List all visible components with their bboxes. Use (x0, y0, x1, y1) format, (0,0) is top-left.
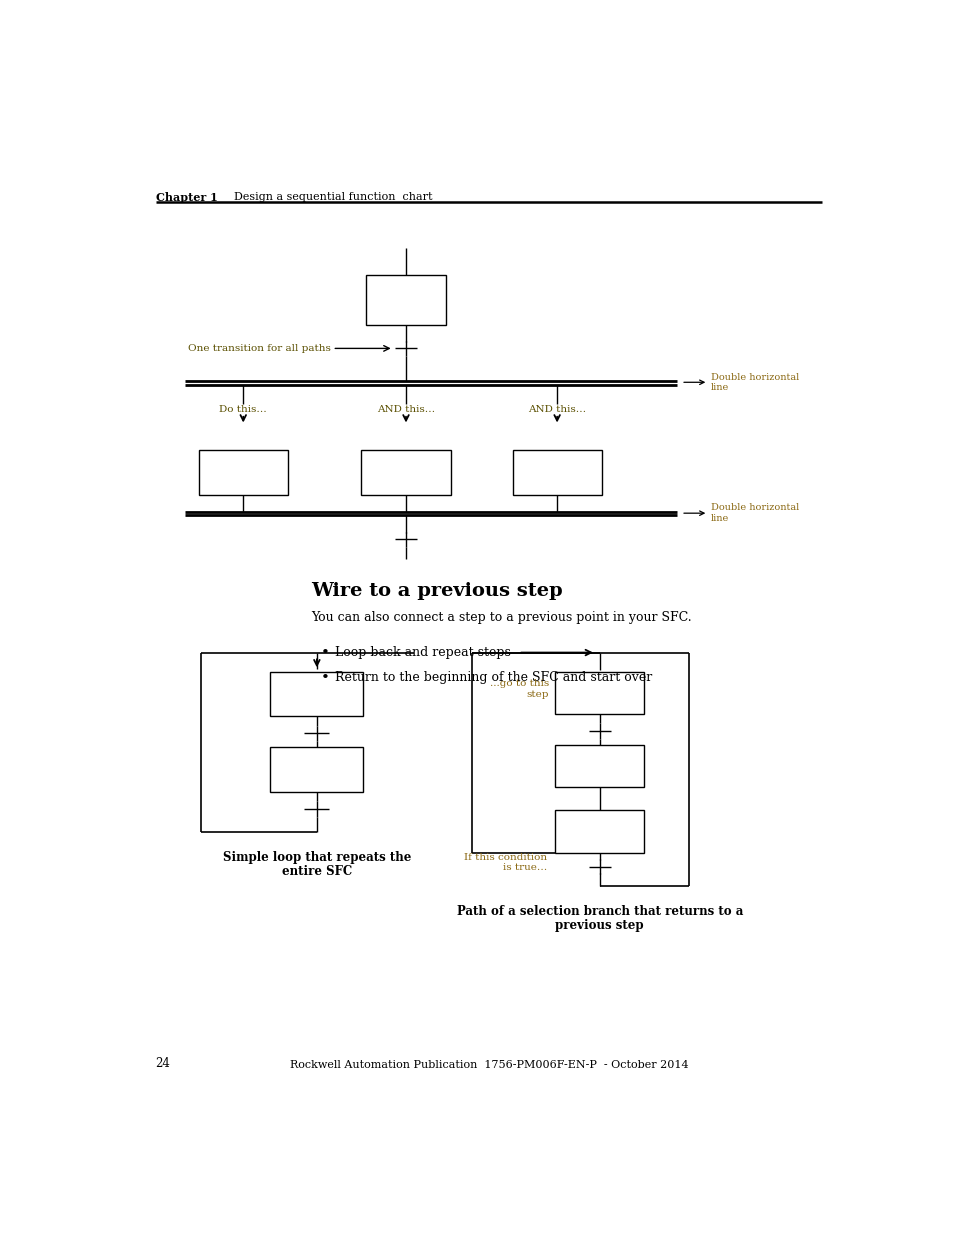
Text: previous step: previous step (555, 919, 643, 932)
Bar (270, 747, 363, 792)
Text: Chapter 1: Chapter 1 (155, 193, 217, 203)
Bar (555, 745, 643, 787)
Text: entire SFC: entire SFC (281, 864, 352, 878)
Text: Loop back and repeat steps: Loop back and repeat steps (335, 646, 510, 658)
Text: Design a sequential function  chart: Design a sequential function chart (233, 193, 432, 203)
Text: •: • (320, 646, 330, 659)
Bar (555, 672, 643, 714)
Text: Do this…: Do this… (219, 405, 267, 414)
Bar (512, 450, 601, 495)
Bar (555, 810, 643, 852)
Text: AND this…: AND this… (376, 405, 435, 414)
Text: Wire to a previous step: Wire to a previous step (311, 582, 562, 600)
Text: You can also connect a step to a previous point in your SFC.: You can also connect a step to a previou… (311, 611, 691, 624)
Text: Double horizontal
line: Double horizontal line (710, 373, 798, 391)
Text: One transition for all paths: One transition for all paths (188, 343, 331, 353)
Bar (270, 672, 363, 716)
Bar (361, 450, 450, 495)
Text: Path of a selection branch that returns to a: Path of a selection branch that returns … (456, 905, 742, 918)
Text: ...go to this
step: ...go to this step (489, 679, 548, 699)
Text: If this condition
is true…: If this condition is true… (464, 853, 547, 872)
Text: 24: 24 (155, 1057, 171, 1070)
Text: Simple loop that repeats the: Simple loop that repeats the (222, 851, 411, 864)
Text: Double horizontal
line: Double horizontal line (710, 504, 798, 522)
Text: •: • (320, 671, 330, 685)
Bar (365, 275, 446, 325)
Text: Rockwell Automation Publication  1756-PM006F-EN-P  - October 2014: Rockwell Automation Publication 1756-PM0… (290, 1060, 687, 1070)
Bar (198, 450, 288, 495)
Text: Return to the beginning of the SFC and start over: Return to the beginning of the SFC and s… (335, 671, 651, 684)
Text: AND this…: AND this… (528, 405, 585, 414)
